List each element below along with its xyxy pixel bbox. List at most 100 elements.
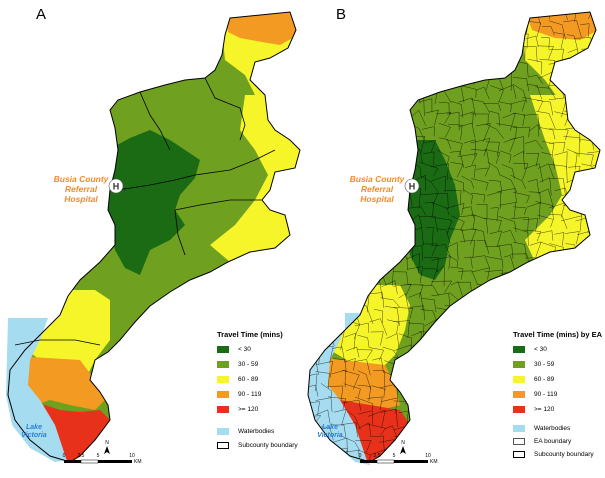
ea-boundary-segment bbox=[526, 202, 541, 220]
ea-boundary-segment bbox=[563, 136, 580, 157]
ea-boundary-segment bbox=[392, 127, 411, 141]
hospital-label-a: Busia County Referral Hospital bbox=[50, 174, 112, 204]
ea-boundary-segment bbox=[501, 164, 515, 179]
ea-boundary-segment bbox=[528, 191, 541, 205]
ea-boundary-segment bbox=[342, 399, 361, 411]
hospital-marker-b: H bbox=[404, 178, 420, 194]
ea-boundary-segment bbox=[436, 346, 450, 364]
lake-label-b-line2: Victoria bbox=[317, 432, 343, 439]
ea-boundary-segment bbox=[450, 281, 463, 298]
ea-boundary-segment bbox=[593, 401, 600, 417]
scale-tick-b-0: 0 bbox=[359, 453, 362, 459]
ea-boundary-segment bbox=[485, 360, 503, 371]
ea-boundary-segment bbox=[476, 86, 490, 100]
ea-boundary-segment bbox=[315, 242, 333, 258]
ea-boundary-segment bbox=[385, 305, 400, 326]
ea-boundary-segment bbox=[471, 192, 486, 203]
ea-boundary-segment bbox=[330, 21, 345, 36]
ea-boundary-segment bbox=[471, 451, 492, 462]
ea-boundary-segment bbox=[308, 331, 322, 352]
ea-boundary-segment bbox=[356, 22, 374, 38]
ea-boundary-segment bbox=[472, 466, 489, 477]
ea-boundary-segment bbox=[484, 149, 501, 164]
ea-boundary-segment bbox=[357, 220, 373, 235]
ea-boundary-segment bbox=[529, 12, 541, 25]
ea-boundary-segment bbox=[579, 441, 594, 452]
ea-boundary-segment bbox=[308, 84, 317, 104]
ea-boundary-segment bbox=[380, 45, 398, 62]
legend-title-a: Travel Time (mins) bbox=[217, 330, 283, 339]
ea-boundary-segment bbox=[580, 422, 594, 438]
ea-boundary-segment bbox=[356, 58, 373, 73]
ea-boundary-segment bbox=[410, 421, 423, 441]
ea-boundary-segment bbox=[331, 229, 348, 243]
ea-boundary-segment bbox=[412, 461, 420, 462]
ea-boundary-segment bbox=[471, 384, 486, 400]
ea-boundary-segment bbox=[476, 240, 490, 254]
ea-boundary-segment bbox=[381, 280, 398, 294]
ea-boundary-segment bbox=[370, 331, 384, 346]
ea-boundary-segment bbox=[308, 97, 322, 112]
ea-boundary-segment bbox=[554, 348, 569, 358]
ea-boundary-segment bbox=[567, 270, 582, 282]
ea-boundary-segment bbox=[392, 73, 407, 87]
ea-boundary-segment bbox=[444, 448, 464, 462]
ea-boundary-segment bbox=[398, 218, 409, 228]
ea-boundary-segment bbox=[320, 309, 336, 321]
ea-boundary-segment bbox=[594, 33, 600, 49]
ea-boundary-segment bbox=[393, 307, 413, 319]
hospital-h-a: H bbox=[113, 182, 120, 192]
ea-boundary-segment bbox=[484, 12, 502, 27]
ea-boundary-segment bbox=[380, 408, 398, 428]
ea-boundary-segment bbox=[431, 360, 449, 378]
ea-boundary-segment bbox=[539, 306, 552, 321]
ea-boundary-segment bbox=[540, 127, 556, 140]
ea-boundary-segment bbox=[345, 240, 361, 259]
ea-boundary-segment bbox=[343, 154, 356, 166]
ea-boundary-segment bbox=[538, 188, 554, 209]
legend-swatch bbox=[217, 442, 229, 449]
ea-boundary-segment bbox=[342, 279, 357, 299]
ea-boundary-segment bbox=[314, 98, 334, 115]
ea-boundary-segment bbox=[555, 464, 565, 478]
ea-boundary-segment bbox=[330, 203, 345, 215]
ea-boundary-segment bbox=[470, 20, 488, 37]
ea-boundary-segment bbox=[423, 20, 434, 33]
ea-boundary-segment bbox=[443, 330, 460, 350]
ea-boundary-segment bbox=[498, 84, 517, 99]
ea-boundary-segment bbox=[563, 254, 577, 269]
ea-boundary-segment bbox=[581, 375, 591, 390]
ea-boundary-segment bbox=[308, 49, 319, 64]
ea-boundary-segment bbox=[347, 410, 361, 430]
ea-boundary-segment bbox=[368, 232, 382, 241]
ea-boundary-segment bbox=[463, 426, 475, 437]
ea-boundary-segment bbox=[460, 228, 477, 245]
ea-boundary-segment bbox=[382, 346, 399, 358]
ea-boundary-segment bbox=[408, 292, 424, 311]
ea-boundary-segment bbox=[308, 242, 322, 256]
ea-boundary-segment bbox=[591, 12, 600, 23]
ea-boundary-segment bbox=[406, 31, 425, 52]
scale-tick-a-2: 5 bbox=[97, 453, 100, 459]
ea-boundary-segment bbox=[513, 206, 527, 215]
ea-boundary-segment bbox=[513, 304, 525, 324]
ea-boundary-segment bbox=[497, 305, 515, 323]
ea-boundary-segment bbox=[308, 149, 318, 165]
ea-boundary-segment bbox=[471, 178, 489, 191]
ea-boundary-segment bbox=[471, 149, 490, 168]
ea-boundary-segment bbox=[308, 12, 318, 24]
ea-boundary-segment bbox=[498, 101, 512, 113]
ea-boundary-segment bbox=[357, 422, 371, 436]
scale-bar-a: 0 2.5 5 10 KM bbox=[63, 453, 142, 465]
ea-boundary-segment bbox=[471, 409, 490, 423]
ea-boundary-segment bbox=[315, 360, 333, 378]
ea-boundary-segment bbox=[587, 421, 600, 443]
ea-boundary-segment bbox=[525, 153, 540, 167]
ea-boundary-segment bbox=[528, 296, 541, 307]
legend-label: Subcounty boundary bbox=[238, 442, 298, 449]
legend-swatch bbox=[217, 406, 229, 413]
ea-boundary-segment bbox=[346, 296, 361, 310]
ea-boundary-segment bbox=[602, 259, 605, 268]
ea-boundary-segment bbox=[487, 161, 501, 177]
ea-boundary-segment bbox=[483, 437, 501, 454]
